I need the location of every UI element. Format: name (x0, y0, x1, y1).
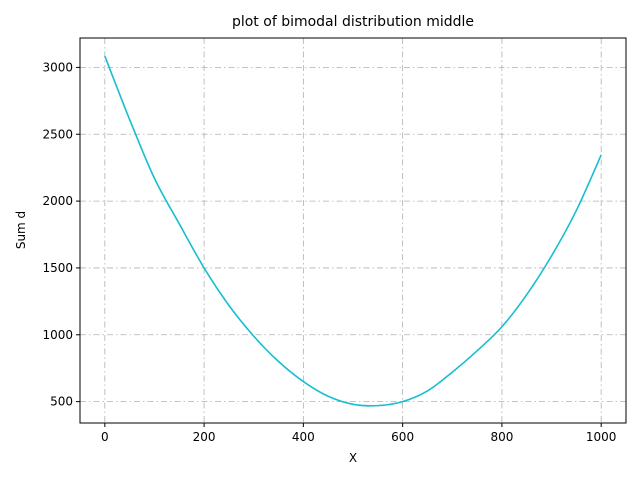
x-tick-label: 600 (391, 430, 414, 444)
y-axis-ticks: 500 1000 1500 2000 2500 3000 (42, 60, 80, 409)
x-axis-label: X (349, 451, 357, 465)
x-tick-label: 200 (193, 430, 216, 444)
grid-lines (80, 38, 626, 423)
plot-frame (79, 37, 627, 424)
y-tick-label: 500 (50, 395, 73, 409)
y-tick-label: 3000 (42, 60, 73, 74)
x-tick-label: 800 (490, 430, 513, 444)
x-tick-label: 400 (292, 430, 315, 444)
series-line (104, 55, 602, 407)
series-layer (104, 55, 602, 407)
chart-title: plot of bimodal distribution middle (232, 14, 474, 30)
x-tick-label: 0 (101, 430, 109, 444)
x-axis-ticks: 0 200 400 600 800 1000 (101, 423, 616, 444)
y-tick-label: 1000 (42, 328, 73, 342)
y-tick-label: 2000 (42, 194, 73, 208)
x-tick-label: 1000 (586, 430, 617, 444)
y-axis-label: Sum d (14, 211, 28, 249)
y-tick-label: 1500 (42, 261, 73, 275)
y-tick-label: 2500 (42, 127, 73, 141)
